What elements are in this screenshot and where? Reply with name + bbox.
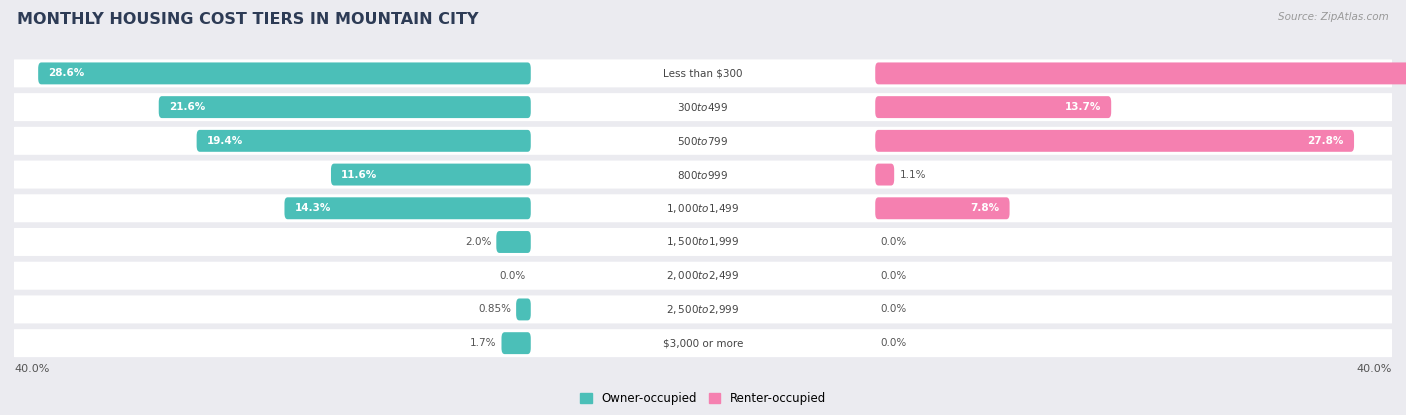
Text: 27.8%: 27.8% (1308, 136, 1344, 146)
FancyBboxPatch shape (875, 62, 1406, 84)
Text: 7.8%: 7.8% (970, 203, 1000, 213)
Text: Source: ZipAtlas.com: Source: ZipAtlas.com (1278, 12, 1389, 22)
FancyBboxPatch shape (516, 298, 531, 320)
FancyBboxPatch shape (38, 62, 531, 84)
FancyBboxPatch shape (159, 96, 531, 118)
FancyBboxPatch shape (875, 130, 1354, 152)
Text: $2,000 to $2,499: $2,000 to $2,499 (666, 269, 740, 282)
FancyBboxPatch shape (11, 93, 1395, 121)
Text: $2,500 to $2,999: $2,500 to $2,999 (666, 303, 740, 316)
Text: 13.7%: 13.7% (1064, 102, 1101, 112)
FancyBboxPatch shape (496, 231, 531, 253)
Text: 21.6%: 21.6% (169, 102, 205, 112)
Text: 0.0%: 0.0% (880, 271, 907, 281)
Text: 28.6%: 28.6% (48, 68, 84, 78)
Text: 40.0%: 40.0% (1357, 364, 1392, 374)
Text: $300 to $499: $300 to $499 (678, 101, 728, 113)
FancyBboxPatch shape (875, 164, 894, 186)
FancyBboxPatch shape (11, 295, 1395, 323)
Text: MONTHLY HOUSING COST TIERS IN MOUNTAIN CITY: MONTHLY HOUSING COST TIERS IN MOUNTAIN C… (17, 12, 478, 27)
FancyBboxPatch shape (11, 161, 1395, 188)
FancyBboxPatch shape (11, 329, 1395, 357)
Legend: Owner-occupied, Renter-occupied: Owner-occupied, Renter-occupied (575, 387, 831, 410)
FancyBboxPatch shape (875, 96, 1111, 118)
FancyBboxPatch shape (11, 262, 1395, 290)
FancyBboxPatch shape (284, 197, 531, 219)
Text: Less than $300: Less than $300 (664, 68, 742, 78)
FancyBboxPatch shape (11, 194, 1395, 222)
FancyBboxPatch shape (11, 59, 1395, 88)
FancyBboxPatch shape (197, 130, 531, 152)
Text: 11.6%: 11.6% (342, 170, 378, 180)
FancyBboxPatch shape (330, 164, 531, 186)
Text: 14.3%: 14.3% (295, 203, 332, 213)
Text: 1.7%: 1.7% (470, 338, 496, 348)
FancyBboxPatch shape (11, 228, 1395, 256)
FancyBboxPatch shape (502, 332, 531, 354)
Text: 0.0%: 0.0% (880, 237, 907, 247)
Text: $1,500 to $1,999: $1,500 to $1,999 (666, 235, 740, 249)
Text: 2.0%: 2.0% (465, 237, 491, 247)
Text: $1,000 to $1,499: $1,000 to $1,499 (666, 202, 740, 215)
Text: $800 to $999: $800 to $999 (678, 168, 728, 181)
Text: 40.0%: 40.0% (14, 364, 49, 374)
FancyBboxPatch shape (11, 127, 1395, 155)
Text: $500 to $799: $500 to $799 (678, 135, 728, 147)
Text: 0.0%: 0.0% (880, 305, 907, 315)
Text: $3,000 or more: $3,000 or more (662, 338, 744, 348)
FancyBboxPatch shape (875, 197, 1010, 219)
Text: 0.85%: 0.85% (478, 305, 510, 315)
Text: 0.0%: 0.0% (499, 271, 526, 281)
Text: 0.0%: 0.0% (880, 338, 907, 348)
Text: 1.1%: 1.1% (900, 170, 925, 180)
Text: 19.4%: 19.4% (207, 136, 243, 146)
